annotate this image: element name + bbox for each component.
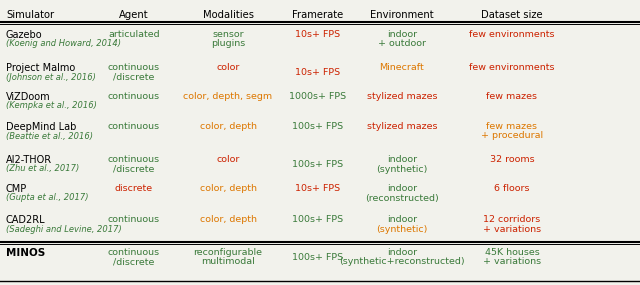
Text: sensor: sensor xyxy=(212,30,244,39)
Text: DeepMind Lab: DeepMind Lab xyxy=(6,122,76,132)
Text: Dataset size: Dataset size xyxy=(481,10,543,20)
Text: continuous: continuous xyxy=(108,122,160,131)
Text: + procedural: + procedural xyxy=(481,131,543,141)
Text: + outdoor: + outdoor xyxy=(378,40,426,48)
Text: Environment: Environment xyxy=(370,10,434,20)
Text: + variations: + variations xyxy=(483,225,541,233)
Text: stylized mazes: stylized mazes xyxy=(367,92,437,101)
Text: color, depth, segm: color, depth, segm xyxy=(184,92,273,101)
Text: indoor: indoor xyxy=(387,215,417,224)
Text: reconfigurable: reconfigurable xyxy=(193,248,262,257)
Text: 100s+ FPS: 100s+ FPS xyxy=(292,122,344,131)
Text: 45K houses: 45K houses xyxy=(484,248,540,257)
Text: AI2-THOR: AI2-THOR xyxy=(6,155,52,165)
Text: 10s+ FPS: 10s+ FPS xyxy=(296,30,340,39)
Text: Minecraft: Minecraft xyxy=(380,63,424,72)
Text: multimodal: multimodal xyxy=(201,258,255,266)
Text: 10s+ FPS: 10s+ FPS xyxy=(296,184,340,193)
Text: plugins: plugins xyxy=(211,40,245,48)
Text: continuous: continuous xyxy=(108,215,160,224)
Text: 100s+ FPS: 100s+ FPS xyxy=(292,253,344,262)
Text: 100s+ FPS: 100s+ FPS xyxy=(292,160,344,169)
Text: Gazebo: Gazebo xyxy=(6,30,43,40)
Text: MINOS: MINOS xyxy=(6,248,45,258)
Text: indoor: indoor xyxy=(387,30,417,39)
Text: (reconstructed): (reconstructed) xyxy=(365,194,439,203)
Text: few mazes: few mazes xyxy=(486,92,538,101)
Text: CMP: CMP xyxy=(6,184,28,194)
Text: (synthetic): (synthetic) xyxy=(376,225,428,233)
Text: (Johnson et al., 2016): (Johnson et al., 2016) xyxy=(6,72,96,82)
Text: continuous: continuous xyxy=(108,92,160,101)
Text: continuous: continuous xyxy=(108,155,160,164)
Text: color, depth: color, depth xyxy=(200,122,257,131)
Text: discrete: discrete xyxy=(115,184,153,193)
Text: 6 floors: 6 floors xyxy=(494,184,530,193)
Text: indoor: indoor xyxy=(387,184,417,193)
Text: indoor: indoor xyxy=(387,155,417,164)
Text: CAD2RL: CAD2RL xyxy=(6,215,45,225)
Text: few mazes: few mazes xyxy=(486,122,538,131)
Text: continuous: continuous xyxy=(108,248,160,257)
Text: + variations: + variations xyxy=(483,258,541,266)
Text: few environments: few environments xyxy=(469,63,555,72)
Text: Framerate: Framerate xyxy=(292,10,344,20)
Text: Agent: Agent xyxy=(119,10,149,20)
Text: (Gupta et al., 2017): (Gupta et al., 2017) xyxy=(6,194,88,203)
Text: few environments: few environments xyxy=(469,30,555,39)
Text: (synthetic): (synthetic) xyxy=(376,164,428,174)
Text: (Kempka et al., 2016): (Kempka et al., 2016) xyxy=(6,101,97,111)
Text: /discrete: /discrete xyxy=(113,258,155,266)
Text: Project Malmo: Project Malmo xyxy=(6,63,76,73)
Text: ViZDoom: ViZDoom xyxy=(6,92,51,102)
Text: color: color xyxy=(216,155,240,164)
Text: (Sadeghi and Levine, 2017): (Sadeghi and Levine, 2017) xyxy=(6,225,122,233)
Text: 10s+ FPS: 10s+ FPS xyxy=(296,68,340,77)
Text: 100s+ FPS: 100s+ FPS xyxy=(292,215,344,224)
Text: indoor: indoor xyxy=(387,248,417,257)
Text: color, depth: color, depth xyxy=(200,215,257,224)
Text: (Koenig and Howard, 2014): (Koenig and Howard, 2014) xyxy=(6,40,121,48)
Text: (Zhu et al., 2017): (Zhu et al., 2017) xyxy=(6,164,79,174)
Text: continuous: continuous xyxy=(108,63,160,72)
Text: (synthetic+reconstructed): (synthetic+reconstructed) xyxy=(339,258,465,266)
Text: stylized mazes: stylized mazes xyxy=(367,122,437,131)
Text: Simulator: Simulator xyxy=(6,10,54,20)
Text: color: color xyxy=(216,63,240,72)
Text: articulated: articulated xyxy=(108,30,160,39)
Text: Modalities: Modalities xyxy=(202,10,253,20)
Text: 12 corridors: 12 corridors xyxy=(483,215,541,224)
Text: color, depth: color, depth xyxy=(200,184,257,193)
Text: (Beattie et al., 2016): (Beattie et al., 2016) xyxy=(6,131,93,141)
Text: /discrete: /discrete xyxy=(113,72,155,82)
Text: 32 rooms: 32 rooms xyxy=(490,155,534,164)
Text: /discrete: /discrete xyxy=(113,164,155,174)
Text: 1000s+ FPS: 1000s+ FPS xyxy=(289,92,347,101)
